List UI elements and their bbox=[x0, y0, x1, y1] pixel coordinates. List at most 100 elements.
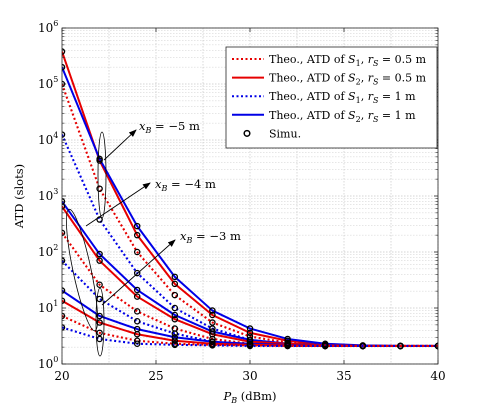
simu-marker-s12 bbox=[133, 340, 141, 347]
group-ellipse-xb-3 bbox=[95, 287, 105, 357]
annotation-rest: = −3 m bbox=[192, 229, 241, 243]
legend-sep: , bbox=[361, 53, 368, 66]
legend-label: Simu. bbox=[269, 127, 301, 140]
simu-marker-s10 bbox=[133, 330, 141, 338]
legend-entry: Theo., ATD of S1, rS = 0.5 m bbox=[232, 53, 427, 68]
simu-marker-s8 bbox=[133, 317, 141, 325]
legend-radius-value: = 1 m bbox=[378, 109, 416, 122]
y-tick-mantissa: 10 bbox=[38, 357, 53, 371]
annotation-rest: = −4 m bbox=[167, 177, 216, 191]
legend-source: S bbox=[348, 53, 356, 66]
x-axis-unit: (dBm) bbox=[237, 389, 276, 403]
legend-box bbox=[225, 46, 438, 149]
simu-marker-s2 bbox=[171, 273, 179, 281]
y-tick-label: 106 bbox=[38, 19, 58, 35]
y-tick-label: 102 bbox=[38, 243, 58, 259]
simu-marker-s1 bbox=[171, 280, 179, 288]
simu-marker-s5 bbox=[133, 286, 141, 294]
legend-entry: Theo., ATD of S2, rS = 1 m bbox=[232, 109, 416, 124]
simu-marker-s12 bbox=[321, 342, 329, 350]
simu-marker-s2 bbox=[96, 155, 103, 163]
annotation-arrow-xb-5 bbox=[103, 129, 137, 161]
y-tick-mantissa: 10 bbox=[38, 301, 53, 315]
legend-label: Theo., ATD of S2, rS = 1 m bbox=[269, 109, 416, 124]
simu-marker-s5 bbox=[96, 250, 103, 258]
annotation-arrow-xb-3 bbox=[101, 239, 176, 306]
y-tick-exponent: 4 bbox=[53, 131, 58, 140]
group-ellipse-xb-5 bbox=[97, 131, 107, 219]
simu-marker-s4 bbox=[171, 304, 179, 312]
simu-marker-s2 bbox=[133, 222, 141, 230]
y-axis-label: ATD (slots) bbox=[12, 164, 26, 229]
legend-source-index: 2 bbox=[356, 115, 361, 124]
y-tick-exponent: 3 bbox=[53, 187, 58, 196]
simu-marker-s7 bbox=[133, 308, 141, 315]
x-axis-var: P bbox=[223, 389, 232, 403]
x-axis-label: PB (dBm) bbox=[223, 389, 277, 405]
simu-marker-s12 bbox=[359, 342, 367, 350]
simu-marker-s11 bbox=[133, 337, 141, 345]
x-tick-label: 40 bbox=[430, 369, 445, 383]
legend-radius-value: = 0.5 m bbox=[378, 72, 426, 85]
annotation-label: xB = −5 m bbox=[139, 119, 200, 135]
legend-sep: , bbox=[361, 72, 368, 85]
simu-marker-s12 bbox=[96, 335, 103, 343]
simu-marker-s6 bbox=[133, 293, 141, 300]
x-tick-label: 35 bbox=[336, 369, 351, 383]
y-tick-exponent: 5 bbox=[53, 75, 58, 84]
legend-text: Simu. bbox=[269, 127, 301, 140]
x-tick-label: 25 bbox=[148, 369, 163, 383]
simu-marker-s12 bbox=[397, 342, 404, 350]
simu-marker-s1 bbox=[209, 311, 216, 319]
legend-radius-var: r bbox=[368, 53, 374, 66]
legend-prefix: Theo., ATD of bbox=[269, 109, 348, 122]
y-tick-mantissa: 10 bbox=[38, 21, 53, 35]
legend-radius-sub: S bbox=[373, 78, 379, 87]
y-tick-label: 101 bbox=[38, 299, 58, 315]
legend-prefix: Theo., ATD of bbox=[269, 53, 348, 66]
legend-radius-var: r bbox=[368, 90, 374, 103]
legend-marker-icon bbox=[243, 129, 251, 137]
legend-sep: , bbox=[361, 90, 368, 103]
legend-label: Theo., ATD of S1, rS = 0.5 m bbox=[269, 53, 427, 68]
legend-entry: Theo., ATD of S1, rS = 1 m bbox=[232, 90, 416, 105]
simu-marker-s2 bbox=[209, 307, 216, 314]
simu-marker-s4 bbox=[133, 269, 141, 277]
annotation-arrow-xb-4 bbox=[85, 182, 151, 227]
annotation-label: xB = −4 m bbox=[155, 177, 216, 193]
y-tick-label: 100 bbox=[38, 355, 58, 371]
y-tick-label: 103 bbox=[38, 187, 58, 203]
simu-marker-s9 bbox=[209, 338, 216, 345]
annotations: xB = −5 m xB = −4 m xB = −3 m bbox=[65, 119, 241, 357]
legend-entry: Theo., ATD of S2, rS = 0.5 m bbox=[232, 72, 427, 87]
simu-marker-s10 bbox=[96, 319, 103, 326]
legend-source: S bbox=[348, 72, 356, 85]
simu-marker-s12 bbox=[209, 342, 216, 349]
x-axis-sub: B bbox=[230, 396, 237, 405]
simu-marker-s12 bbox=[284, 342, 291, 350]
simu-marker-s3 bbox=[209, 319, 216, 326]
legend-radius-sub: S bbox=[373, 96, 379, 105]
y-tick-mantissa: 10 bbox=[38, 245, 53, 259]
series-line-4 bbox=[62, 134, 438, 348]
simu-marker-s3 bbox=[171, 291, 179, 299]
group-ellipse-xb-4 bbox=[65, 208, 99, 332]
annotation-var: x bbox=[180, 229, 187, 243]
annotation-label: xB = −3 m bbox=[180, 229, 241, 245]
legend-radius-value: = 0.5 m bbox=[378, 53, 426, 66]
simu-marker-s6 bbox=[246, 338, 254, 345]
legend-source-index: 1 bbox=[356, 96, 361, 105]
legend-label: Theo., ATD of S2, rS = 0.5 m bbox=[269, 72, 427, 87]
simu-marker-s1 bbox=[246, 329, 254, 337]
legend-source-index: 2 bbox=[356, 78, 361, 87]
simu-marker-s5 bbox=[209, 328, 216, 335]
x-tick-label: 20 bbox=[54, 369, 69, 383]
simu-marker-s3 bbox=[96, 185, 103, 192]
legend-label: Theo., ATD of S1, rS = 1 m bbox=[269, 90, 416, 105]
simu-marker-s12 bbox=[171, 341, 179, 349]
legend-prefix: Theo., ATD of bbox=[269, 72, 348, 85]
legend-radius-var: r bbox=[368, 72, 374, 85]
